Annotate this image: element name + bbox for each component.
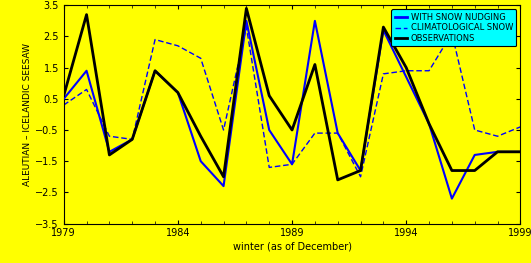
Legend: WITH SNOW NUDGING, CLIMATOLOGICAL SNOW, OBSERVATIONS: WITH SNOW NUDGING, CLIMATOLOGICAL SNOW, … [391, 9, 516, 47]
X-axis label: winter (as of December): winter (as of December) [233, 241, 352, 251]
Y-axis label: ALEUTIAN – ICELANDIC SEESAW: ALEUTIAN – ICELANDIC SEESAW [23, 43, 32, 186]
